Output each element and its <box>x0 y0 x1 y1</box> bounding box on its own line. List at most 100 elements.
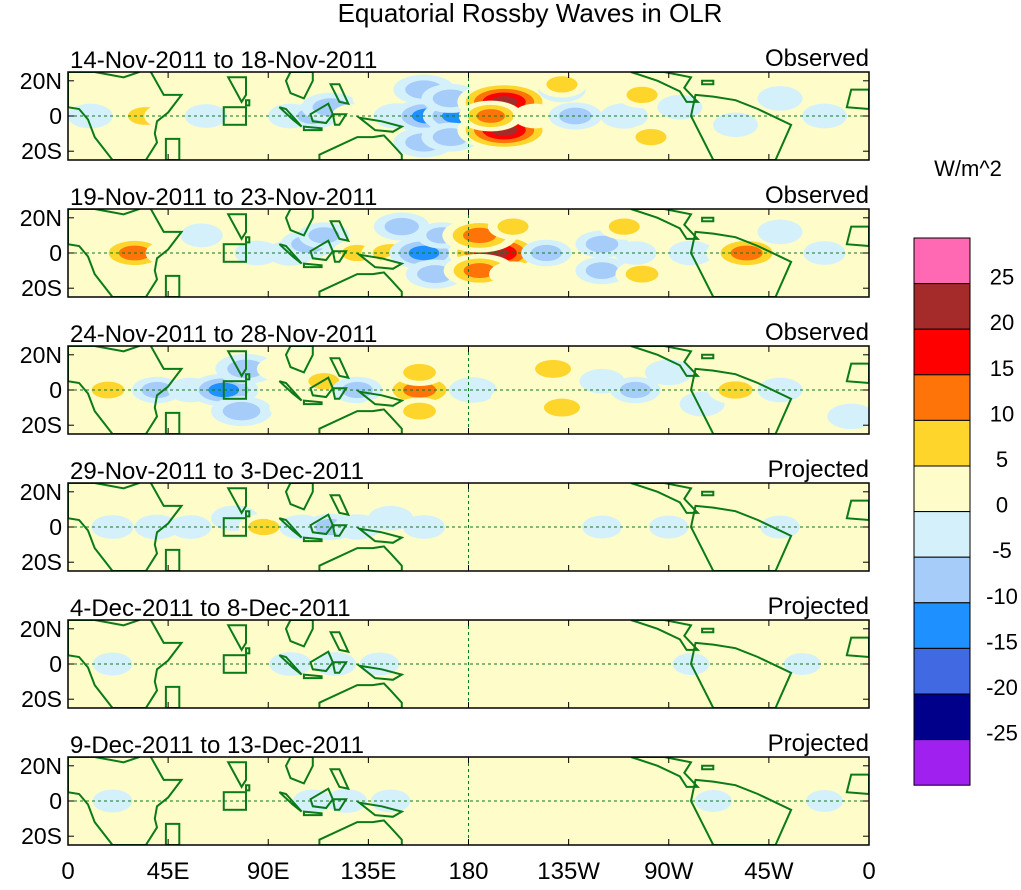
coastline-11 <box>328 220 351 243</box>
y-tick-label: 0 <box>49 240 62 266</box>
coastline-3 <box>226 761 247 789</box>
colorbar-label: -10 <box>986 584 1018 609</box>
olr-cell-3-1-0 <box>134 514 180 540</box>
coastline-3 <box>226 76 247 104</box>
panel: 20N 0 20S 29-Nov-2011 to 3-Dec-2011 Projecte… <box>20 456 870 575</box>
coastline-13 <box>630 209 701 240</box>
coastline-7 <box>309 650 334 673</box>
colorbar-label: -25 <box>986 721 1018 746</box>
olr-cell-0-31-0 <box>757 86 803 111</box>
x-axis: 0 45E 90E 135E 180 135W 90W 45W 0 <box>61 858 875 885</box>
coastline-11 <box>328 357 351 380</box>
coastline-15 <box>701 353 715 360</box>
colorbar-title: W/m^2 <box>934 156 1002 181</box>
y-tick-label: 0 <box>49 377 62 403</box>
x-tick-label: 0 <box>862 858 875 885</box>
coastline-5 <box>278 380 303 402</box>
x-tick-label: 45W <box>744 858 794 885</box>
y-tick-label: 20N <box>20 479 62 505</box>
coastline-5 <box>278 243 303 265</box>
coastline-10 <box>318 545 403 571</box>
olr-cell-1-12-1 <box>384 217 419 236</box>
region-box <box>222 791 247 811</box>
coastline-12 <box>284 757 314 785</box>
coastline-12 <box>284 620 314 648</box>
coastline-3 <box>226 213 247 241</box>
y-tick-label: 20N <box>20 753 62 779</box>
y-tick-label: 20N <box>20 342 62 368</box>
olr-cell-3-12-0 <box>511 493 560 519</box>
x-tick-label: 45E <box>147 858 190 885</box>
colorbar-label: 20 <box>990 310 1014 335</box>
y-tick-label: 20N <box>20 205 62 231</box>
panel: 20N 0 20S 4-Dec-2011 to 8-Dec-2011 Projected <box>20 593 870 712</box>
olr-cell-2-11-0 <box>334 346 380 371</box>
panel: 20N 0 20S 14-Nov-2011 to 18-Nov-2011 Observe… <box>20 45 870 164</box>
coastline-8 <box>331 250 348 263</box>
coastline-6 <box>302 125 323 132</box>
coastline-0 <box>68 483 184 571</box>
coastline-13 <box>630 757 701 788</box>
panel-status-label: Projected <box>768 456 869 483</box>
colorbar-label: 5 <box>996 447 1008 472</box>
olr-cell-4-6-0 <box>359 652 400 676</box>
coastline-6 <box>302 673 323 680</box>
olr-cell-0-22-0 <box>512 103 558 129</box>
olr-cell-2-28-0 <box>813 377 859 403</box>
olr-cell-3-17-0 <box>760 515 800 539</box>
coastline-14 <box>689 367 793 434</box>
coastline-1 <box>845 773 869 796</box>
coastline-13 <box>630 72 701 103</box>
panel-status-label: Projected <box>768 730 869 757</box>
coastline-11 <box>328 83 351 106</box>
coastline-15 <box>701 627 715 634</box>
coastline-4 <box>245 373 251 381</box>
coastline-11 <box>328 768 351 791</box>
panel-period-label: 4-Dec-2011 to 8-Dec-2011 <box>70 595 351 622</box>
coastline-6 <box>302 810 323 817</box>
olr-cell-0-30-0 <box>712 112 759 138</box>
colorbar-label: -15 <box>986 629 1018 654</box>
coastline-0 <box>68 346 184 434</box>
coastline-9 <box>355 527 405 544</box>
colorbar-swatch <box>913 739 971 786</box>
olr-cell-0-24-1 <box>558 107 592 125</box>
region-box <box>222 106 247 126</box>
olr-cell-2-22-1 <box>619 381 651 399</box>
olr-cell-2-27-0 <box>757 377 803 403</box>
olr-cell-1-23-1 <box>585 262 619 279</box>
olr-cell-0-25-0 <box>600 103 649 129</box>
colorbar-label: 25 <box>990 265 1014 290</box>
panel: 20N 0 20S 24-Nov-2011 to 28-Nov-2011 Observe… <box>20 319 870 438</box>
coastline-8 <box>331 798 348 811</box>
olr-cell-4-3-0 <box>219 651 265 677</box>
olr-cell-2-14-1 <box>403 364 436 381</box>
coastline-0 <box>68 620 184 708</box>
olr-cell-1-27-0 <box>614 241 657 265</box>
coastline-14 <box>689 778 793 845</box>
y-tick-label: 20N <box>20 68 62 94</box>
coastline-14 <box>689 230 793 297</box>
coastline-12 <box>284 483 314 511</box>
olr-cell-2-13-2 <box>402 382 437 398</box>
olr-cell-1-18-2 <box>463 263 496 279</box>
colorbar: W/m^2 25 20 15 10 5 0 -5 -10 -15 -20 -25 <box>913 156 1018 786</box>
coastline-1 <box>845 362 869 385</box>
coastline-8 <box>331 524 348 537</box>
panel: 20N 0 20S 9-Dec-2011 to 13-Dec-2011 Projecte… <box>20 730 870 849</box>
coastline-10 <box>318 271 403 297</box>
olr-cell-0-10-0 <box>352 86 398 111</box>
coastline-7 <box>309 376 334 399</box>
y-tick-label: 0 <box>49 514 62 540</box>
panel-period-label: 9-Dec-2011 to 13-Dec-2011 <box>70 732 364 759</box>
y-tick-label: 20S <box>21 686 62 712</box>
coastline-4 <box>245 510 251 518</box>
coastline-15 <box>701 216 715 223</box>
x-tick-label: 180 <box>448 858 488 885</box>
panel-period-label: 29-Nov-2011 to 3-Dec-2011 <box>70 458 364 485</box>
colorbar-label: -5 <box>992 538 1012 563</box>
colorbar-swatch <box>913 465 971 513</box>
olr-cell-2-19-1 <box>535 359 572 378</box>
olr-cell-2-7-0 <box>256 356 302 382</box>
colorbar-swatch <box>913 647 971 695</box>
